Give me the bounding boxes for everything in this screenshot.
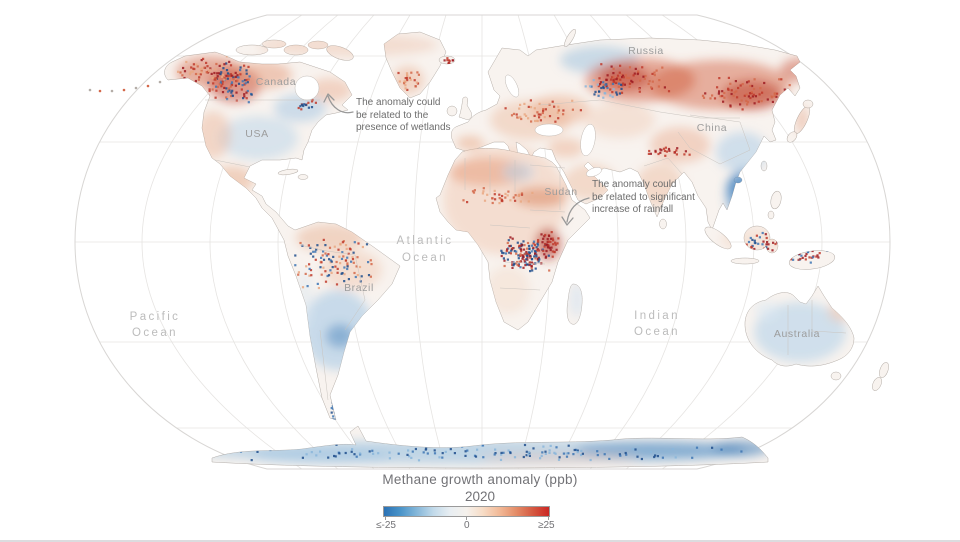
inland-seas <box>294 74 602 177</box>
country-borders <box>205 99 847 401</box>
anomaly-speckles <box>177 55 829 462</box>
annotation-rainfall: The anomaly could be related to signific… <box>592 179 695 215</box>
colorbar-tick-min <box>385 517 386 520</box>
colorbar-tick-zero <box>466 517 467 520</box>
legend-year: 2020 <box>464 489 496 504</box>
annotation-wetlands: The anomaly could be related to the pres… <box>356 97 451 133</box>
colorbar-label-min: ≤-25 <box>376 520 396 531</box>
aleutian-islands <box>88 80 162 93</box>
colorbar-tick-max <box>548 517 549 520</box>
annotation-arrows <box>323 93 590 226</box>
colorbar-label-zero: 0 <box>464 520 470 531</box>
legend-colorbar <box>383 506 550 517</box>
colorbar-label-max: ≥25 <box>538 520 555 531</box>
legend: Methane growth anomaly (ppb) 2020 <box>0 472 960 504</box>
projection-outline <box>74 14 891 470</box>
legend-title: Methane growth anomaly (ppb) <box>382 472 578 487</box>
